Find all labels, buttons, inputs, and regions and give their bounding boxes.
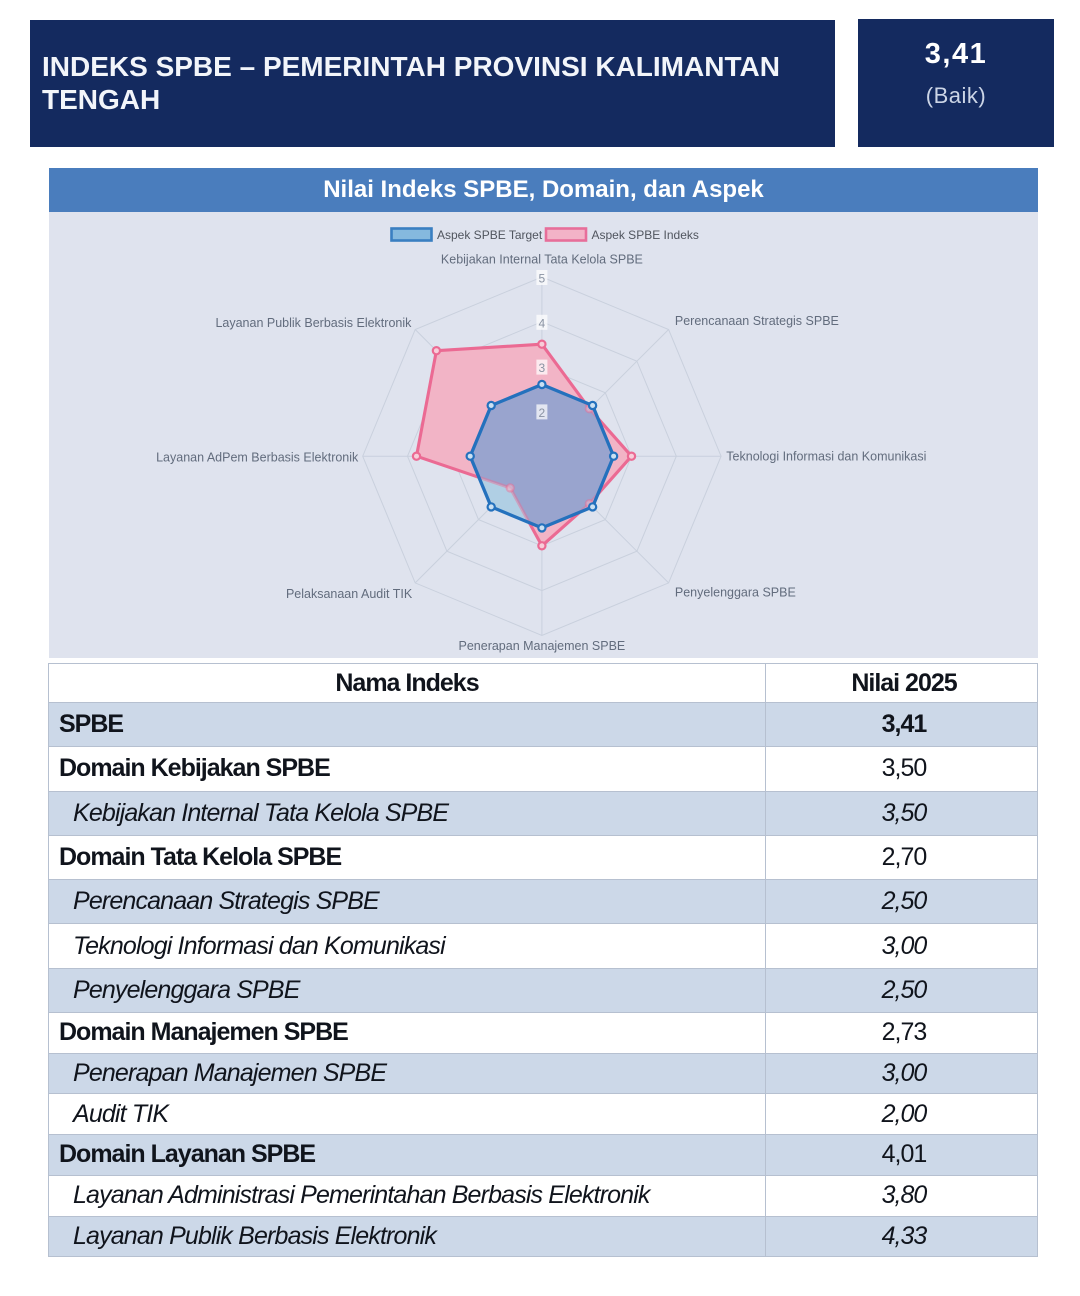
svg-text:4: 4: [539, 316, 546, 330]
svg-text:3: 3: [539, 361, 546, 375]
svg-text:Teknologi Informasi dan Komuni: Teknologi Informasi dan Komunikasi: [726, 450, 926, 464]
svg-text:Aspek SPBE Indeks: Aspek SPBE Indeks: [592, 228, 699, 242]
svg-text:Aspek SPBE Target: Aspek SPBE Target: [437, 228, 543, 242]
svg-text:Penyelenggara SPBE: Penyelenggara SPBE: [675, 586, 796, 600]
svg-text:Kebijakan Internal Tata Kelola: Kebijakan Internal Tata Kelola SPBE: [441, 253, 643, 267]
svg-text:Layanan Publik Berbasis Elektr: Layanan Publik Berbasis Elektronik: [215, 316, 412, 330]
svg-text:Perencanaan Strategis SPBE: Perencanaan Strategis SPBE: [675, 314, 839, 328]
svg-text:5: 5: [539, 272, 546, 286]
svg-text:Layanan AdPem Berbasis Elektro: Layanan AdPem Berbasis Elektronik: [156, 451, 359, 465]
svg-text:2: 2: [539, 406, 546, 420]
svg-text:Pelaksanaan Audit TIK: Pelaksanaan Audit TIK: [286, 587, 413, 601]
svg-text:Penerapan Manajemen SPBE: Penerapan Manajemen SPBE: [459, 639, 626, 653]
